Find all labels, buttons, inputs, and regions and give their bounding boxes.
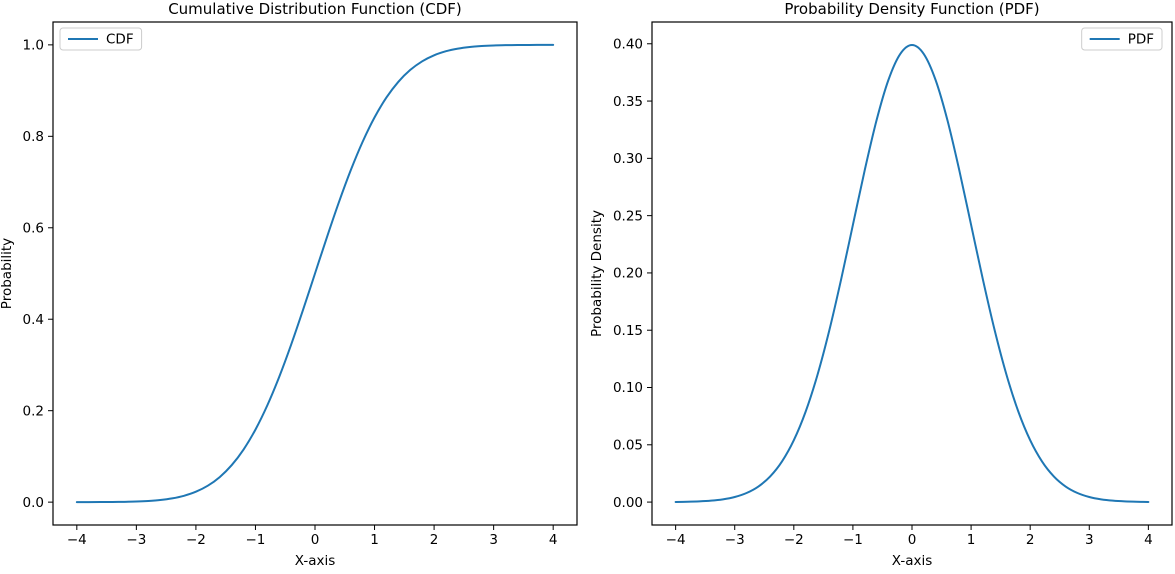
pdf-y-tick-label: 0.05: [613, 437, 643, 453]
cdf-y-tick-label: 0.6: [23, 220, 44, 236]
cdf-title: Cumulative Distribution Function (CDF): [168, 0, 462, 18]
cdf-x-tick-label: −1: [246, 532, 266, 548]
pdf-plot-area: [651, 21, 1173, 526]
cdf-x-axis-label: X-axis: [295, 553, 336, 569]
pdf-legend-box: [1081, 27, 1163, 51]
cdf-y-tick-label: 1.0: [23, 38, 44, 54]
cdf-y-tick-label: 0.4: [23, 312, 44, 328]
pdf-x-tick-label: 0: [908, 532, 917, 548]
cdf-y-axis-label: Probability: [0, 238, 15, 309]
cdf-y-tick-label: 0.0: [23, 495, 44, 511]
pdf-y-axis-label: Probability Density: [589, 210, 605, 337]
cdf-curve: [75, 43, 555, 504]
pdf-x-tick-label: −3: [725, 532, 745, 548]
pdf-x-tick-label: 3: [1085, 532, 1094, 548]
pdf-y-tick-label: 0.00: [613, 495, 643, 511]
cdf-y-tick-label: 0.8: [23, 129, 44, 145]
cdf-y-tick-label: 0.2: [23, 403, 44, 419]
cdf-x-tick-label: 0: [311, 532, 320, 548]
cdf-legend: CDF: [59, 27, 143, 51]
pdf-x-tick-label: 1: [967, 532, 976, 548]
pdf-subplot: −4 −3 −2 −1 0 1 2 3 4 0.00 0.05 0.10 0.15 0.20 0.25 0.3…: [589, 0, 1173, 569]
cdf-x-tick-label: 3: [489, 532, 498, 548]
pdf-y-tick-label: 0.10: [613, 380, 643, 396]
pdf-legend: PDF: [1081, 27, 1163, 51]
pdf-curve: [674, 43, 1150, 503]
pdf-x-tick-label: −1: [843, 532, 863, 548]
pdf-y-tick-label: 0.40: [613, 36, 643, 52]
pdf-y-tick-label: 0.25: [613, 208, 643, 224]
cdf-x-tick-label: −4: [67, 532, 87, 548]
pdf-x-axis-label: X-axis: [892, 553, 933, 569]
cdf-x-tick-label: 2: [430, 532, 439, 548]
cdf-x-tick-label: 1: [370, 532, 379, 548]
cdf-legend-label: CDF: [106, 32, 134, 48]
cdf-x-tick-label: −2: [186, 532, 206, 548]
cdf-subplot: −4 −3 −2 −1 0 1 2 3 4 0.0 0.2 0.4 0.6 0.8 1.0 Cumulativ…: [0, 0, 578, 569]
pdf-x-tick-label: 2: [1026, 532, 1035, 548]
pdf-y-tick-label: 0.20: [613, 266, 643, 282]
pdf-y-tick-label: 0.30: [613, 151, 643, 167]
cdf-legend-box: [59, 27, 143, 51]
pdf-legend-label: PDF: [1128, 32, 1154, 48]
cdf-x-tick-label: −3: [126, 532, 146, 548]
pdf-x-tick-label: −4: [666, 532, 686, 548]
pdf-y-tick-label: 0.35: [613, 94, 643, 110]
pdf-x-tick-label: 4: [1144, 532, 1153, 548]
cdf-x-tick-label: 4: [549, 532, 558, 548]
pdf-y-tick-label: 0.15: [613, 323, 643, 339]
pdf-x-tick-label: −2: [784, 532, 804, 548]
pdf-title: Probability Density Function (PDF): [784, 0, 1039, 18]
